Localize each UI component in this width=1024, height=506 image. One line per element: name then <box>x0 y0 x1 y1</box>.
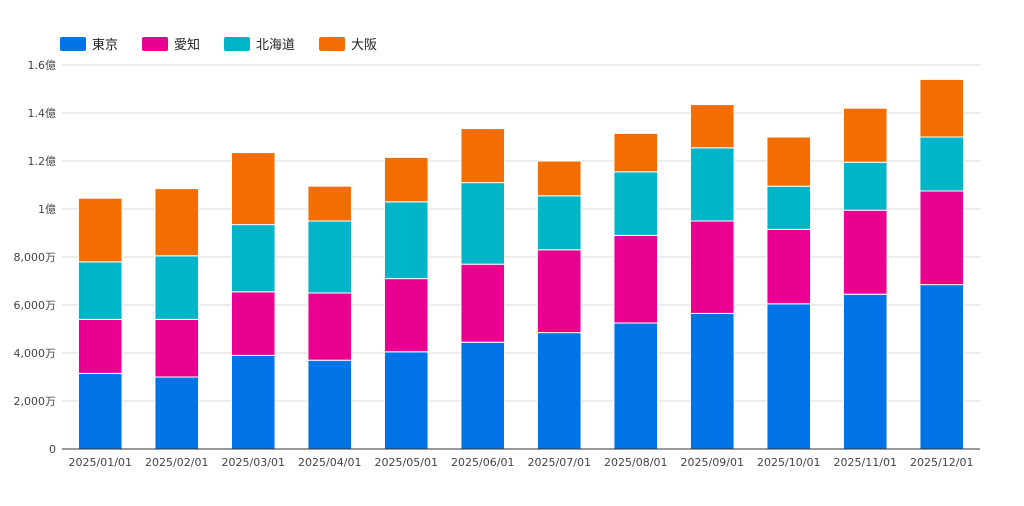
bar-segment <box>460 341 506 450</box>
y-tick-label: 8,000万 <box>14 251 57 264</box>
bar-segment <box>230 152 276 226</box>
legend-label: 東京 <box>92 38 119 53</box>
legend-swatch <box>319 36 346 51</box>
bar-segment <box>154 318 200 378</box>
bar-segment <box>230 291 276 356</box>
legend-item[interactable]: 大阪 <box>319 34 377 53</box>
bar-segment <box>536 249 582 334</box>
x-tick-label: 2025/02/01 <box>145 456 208 469</box>
legend-label: 大阪 <box>351 38 378 53</box>
bar-segment <box>613 234 659 324</box>
legend-swatch <box>60 36 86 51</box>
bar-segment <box>689 147 735 222</box>
legend-label: 北海道 <box>256 38 296 53</box>
bar-segment <box>307 359 353 450</box>
bar-segment <box>536 332 582 450</box>
x-tick-label: 2025/10/01 <box>757 456 820 469</box>
chart-legend: 東京 愛知 北海道 大阪 <box>60 34 377 53</box>
bar-segment <box>77 318 123 374</box>
bar-segment <box>919 284 965 450</box>
bar-segment <box>613 171 659 236</box>
y-tick-label: 6,000万 <box>14 299 57 312</box>
bar-segment <box>613 322 659 450</box>
bar-segment <box>230 224 276 293</box>
x-tick-label: 2025/03/01 <box>222 456 285 469</box>
x-tick-label: 2025/06/01 <box>451 456 514 469</box>
y-tick-label: 0 <box>49 443 56 456</box>
bar-segment <box>919 78 965 138</box>
x-tick-label: 2025/11/01 <box>834 456 897 469</box>
legend-swatch <box>224 36 251 51</box>
bar-segment <box>919 136 965 192</box>
bar-segment <box>919 190 965 286</box>
y-tick-label: 2,000万 <box>14 395 57 408</box>
bar-segment <box>383 156 429 203</box>
bar-segment <box>766 303 812 450</box>
bar-segment <box>77 372 123 450</box>
bar-segment <box>536 195 582 251</box>
bar-segment <box>842 107 888 163</box>
bar-segment <box>460 128 506 184</box>
bar-segment <box>77 261 123 320</box>
bar-segment <box>689 104 735 149</box>
y-tick-label: 1.4億 <box>28 107 57 120</box>
y-tick-label: 1.6億 <box>28 59 57 72</box>
bar-segment <box>613 132 659 173</box>
bar-segment <box>154 255 200 320</box>
bar-segment <box>307 220 353 294</box>
bar-segment <box>460 263 506 343</box>
bar-segment <box>383 201 429 280</box>
legend-item[interactable]: 愛知 <box>142 34 200 53</box>
x-tick-label: 2025/07/01 <box>528 456 591 469</box>
bar-segment <box>307 185 353 222</box>
bar-segment <box>842 293 888 450</box>
bar-segment <box>154 188 200 257</box>
x-tick-label: 2025/01/01 <box>69 456 132 469</box>
bar-segment <box>689 220 735 314</box>
bar-segment <box>689 312 735 450</box>
x-tick-label: 2025/12/01 <box>910 456 973 469</box>
bar-segment <box>842 161 888 211</box>
bar-segment <box>842 209 888 295</box>
legend-item[interactable]: 東京 <box>60 34 118 53</box>
legend-item[interactable]: 北海道 <box>224 34 295 53</box>
bar-segment <box>766 185 812 230</box>
legend-swatch <box>142 36 169 51</box>
y-tick-label: 4,000万 <box>14 347 57 360</box>
bar-segment <box>383 351 429 450</box>
bar-segment <box>766 136 812 187</box>
bar-segment <box>536 160 582 197</box>
bar-segment <box>154 376 200 450</box>
x-tick-label: 2025/05/01 <box>375 456 438 469</box>
bar-segment <box>766 228 812 305</box>
bar-segment <box>230 354 276 450</box>
x-tick-label: 2025/08/01 <box>604 456 667 469</box>
legend-label: 愛知 <box>174 38 201 53</box>
bar-segment <box>460 182 506 265</box>
x-tick-label: 2025/04/01 <box>298 456 361 469</box>
bar-segment <box>77 197 123 263</box>
y-tick-label: 1億 <box>38 203 56 216</box>
x-tick-label: 2025/09/01 <box>681 456 744 469</box>
bar-segment <box>307 292 353 361</box>
y-tick-label: 1.2億 <box>28 155 57 168</box>
bar-segment <box>383 278 429 353</box>
